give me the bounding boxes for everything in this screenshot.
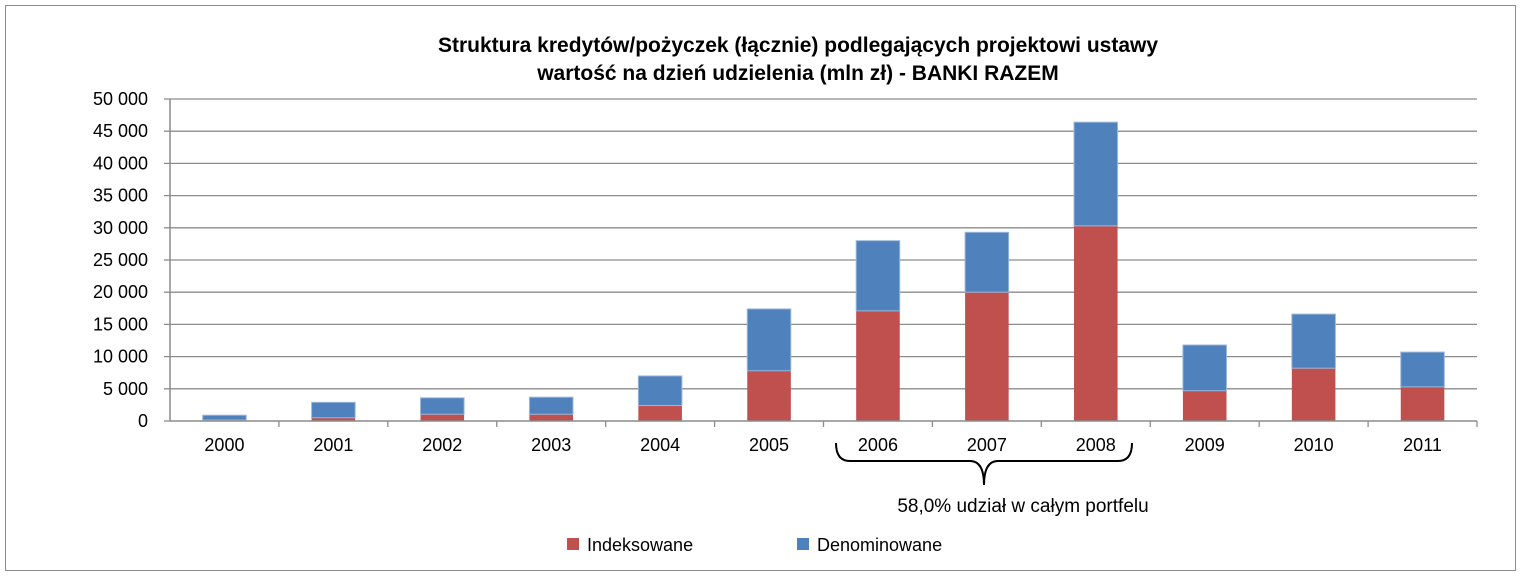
annotation-text: 58,0% udział w całym portfelu [897, 496, 1148, 517]
y-tick-label: 10 000 [93, 347, 148, 367]
bar-denominowane-2005 [746, 308, 792, 372]
bar-denominowane-2004 [637, 375, 683, 407]
y-tick-label: 40 000 [93, 153, 148, 173]
y-tick-label: 0 [138, 411, 148, 431]
bar-indeksowane-2006 [856, 310, 900, 421]
y-tick-label: 50 000 [93, 89, 148, 109]
bar-indeksowane-2003 [529, 414, 573, 421]
bar-denominowane-2011 [1400, 351, 1445, 388]
y-tick-label: 5 000 [103, 379, 148, 399]
bar-denominowane-2009 [1182, 344, 1227, 392]
bar-denominowane-2003 [528, 396, 574, 415]
bar-denominowane-2008 [1073, 121, 1119, 227]
y-tick-label: 25 000 [93, 250, 148, 270]
bar-indeksowane-2001 [311, 417, 356, 421]
bar-indeksowane-2009 [1182, 390, 1227, 421]
x-tick-label: 2000 [204, 435, 244, 455]
bar-indeksowane-2008 [1074, 225, 1118, 421]
x-tick-label: 2003 [531, 435, 571, 455]
legend-label-indeksowane: Indeksowane [587, 535, 693, 555]
bar-denominowane-2000 [202, 414, 247, 421]
legend-swatch-denominowane [797, 538, 809, 550]
x-tick-label: 2005 [749, 435, 789, 455]
x-tick-label: 2008 [1076, 435, 1116, 455]
bar-denominowane-2010 [1291, 313, 1336, 369]
bar-indeksowane-2005 [747, 370, 791, 421]
chart-frame [5, 5, 1516, 571]
x-tick-label: 2007 [967, 435, 1007, 455]
x-tick-label: 2010 [1294, 435, 1334, 455]
bar-indeksowane-2011 [1400, 386, 1445, 421]
bar-indeksowane-2002 [420, 414, 465, 421]
chart-title-line-1: Struktura kredytów/pożyczek (łącznie) po… [438, 34, 1158, 57]
bar-indeksowane-2007 [965, 292, 1009, 421]
y-tick-label: 30 000 [93, 218, 148, 238]
legend-label-denominowane: Denominowane [817, 535, 942, 555]
x-tick-label: 2006 [858, 435, 898, 455]
bar-denominowane-2007 [964, 231, 1010, 293]
y-tick-label: 35 000 [93, 186, 148, 206]
legend-swatch-indeksowane [567, 538, 579, 550]
x-tick-label: 2001 [313, 435, 353, 455]
x-tick-label: 2002 [422, 435, 462, 455]
bar-denominowane-2006 [855, 240, 901, 312]
y-tick-label: 15 000 [93, 314, 148, 334]
y-tick-label: 20 000 [93, 282, 148, 302]
x-tick-label: 2004 [640, 435, 680, 455]
annotation-brace [835, 442, 1133, 486]
x-tick-label: 2009 [1185, 435, 1225, 455]
bar-denominowane-2001 [311, 401, 356, 419]
bar-indeksowane-2010 [1291, 368, 1336, 421]
chart-title-line-2: wartość na dzień udzielenia (mln zł) - B… [536, 62, 1059, 85]
x-tick-label: 2011 [1403, 435, 1442, 455]
y-tick-label: 45 000 [93, 121, 148, 141]
bar-denominowane-2002 [420, 397, 465, 415]
bar-indeksowane-2004 [638, 405, 682, 421]
annotation: 58,0% udział w całym portfelu [835, 442, 1149, 517]
